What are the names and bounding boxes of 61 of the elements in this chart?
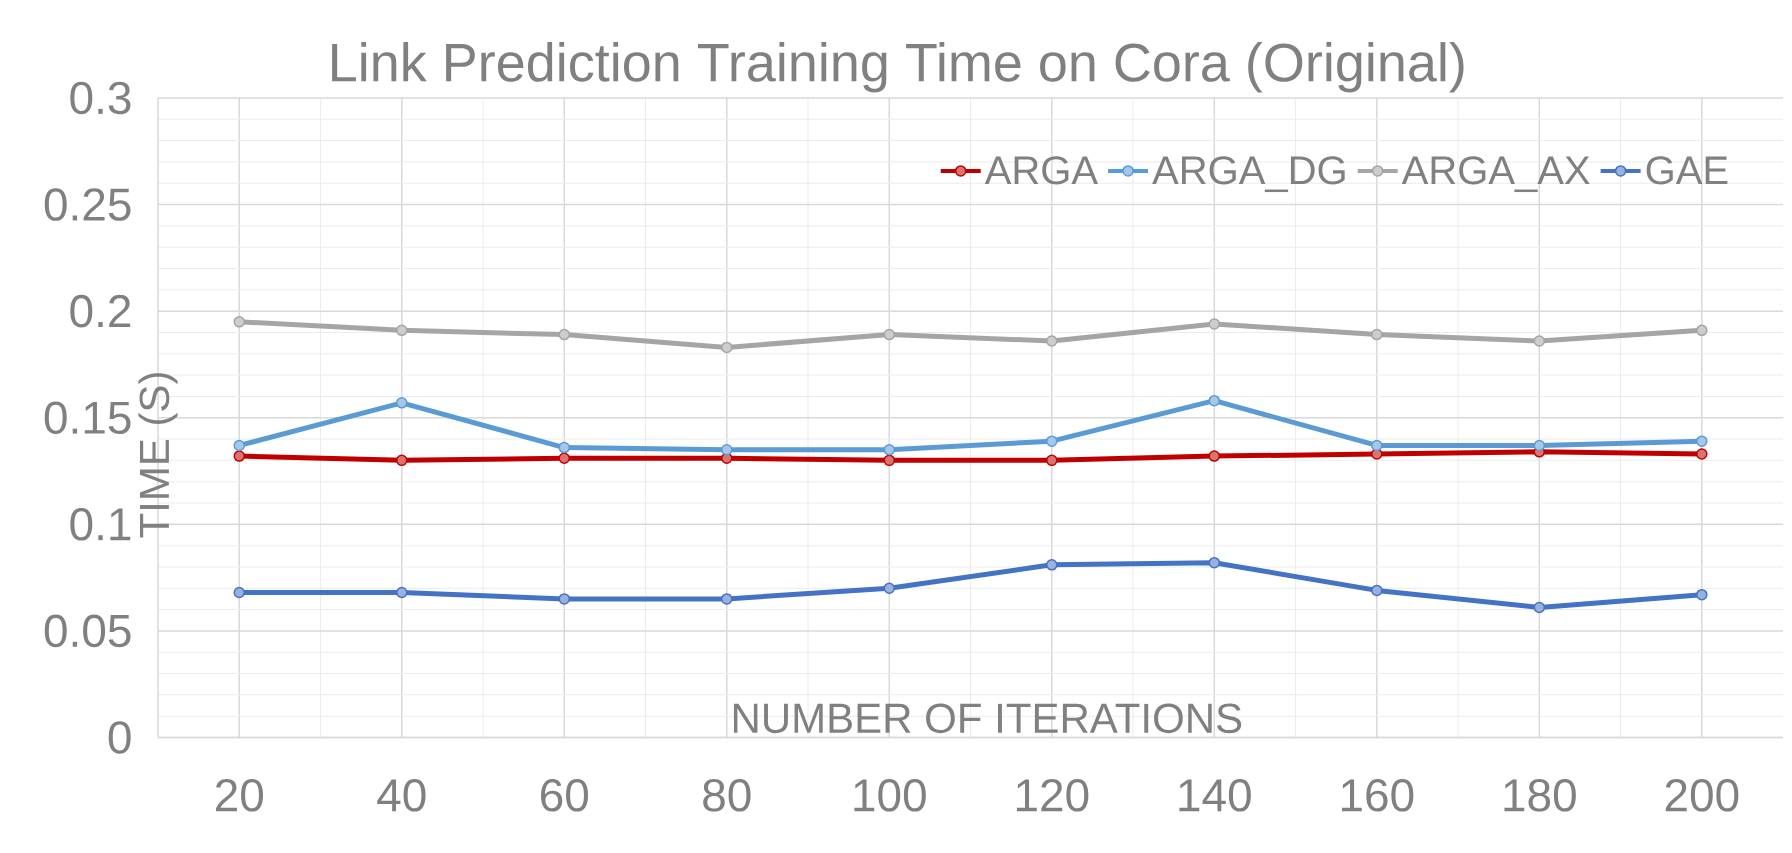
point <box>1371 439 1383 452</box>
x-tick-label: 80 <box>703 779 751 812</box>
point <box>558 593 571 605</box>
point <box>233 586 246 599</box>
point <box>396 586 408 599</box>
point <box>396 324 408 337</box>
x-tick-label: 100 <box>854 779 926 812</box>
point <box>1208 556 1221 569</box>
legend-label: ARGA_DG <box>1152 156 1345 193</box>
point <box>558 452 571 464</box>
y-axis-title: TIME (S) <box>138 373 178 538</box>
chart-title: Link Prediction Training Time on Cora (Original) <box>332 42 1464 93</box>
point <box>1533 439 1546 452</box>
x-tick-label: 20 <box>216 779 264 812</box>
point <box>1696 324 1708 337</box>
point <box>883 443 896 456</box>
point <box>1208 394 1221 407</box>
point <box>396 397 408 409</box>
y-tick-label: 0.15 <box>44 401 131 435</box>
point <box>558 441 571 454</box>
point <box>1371 584 1383 597</box>
point <box>1046 454 1058 467</box>
point <box>1208 318 1221 330</box>
point <box>1533 335 1546 347</box>
y-tick-label: 0.1 <box>70 508 131 541</box>
point <box>1046 559 1058 571</box>
point <box>1371 328 1383 341</box>
legend-label: GAE <box>1646 156 1728 185</box>
point <box>883 328 896 341</box>
point <box>1533 601 1546 614</box>
point <box>883 582 896 595</box>
point <box>558 328 571 341</box>
x-tick-label: 200 <box>1665 779 1739 812</box>
x-tick-label: 160 <box>1341 779 1414 812</box>
point <box>233 439 246 452</box>
y-tick-label: 0.25 <box>44 188 131 221</box>
point <box>1046 435 1058 447</box>
point <box>1046 335 1058 347</box>
point <box>721 341 733 354</box>
point <box>396 454 408 467</box>
point <box>1696 448 1708 460</box>
x-tick-label: 60 <box>541 779 589 812</box>
y-tick-label: 0 <box>108 721 131 754</box>
legend-label: ARGA_AX <box>1401 156 1590 193</box>
point <box>1696 588 1708 601</box>
x-axis-title: NUMBER OF ITERATIONS <box>733 703 1242 734</box>
point <box>233 316 246 328</box>
x-tick-label: 120 <box>1016 779 1089 812</box>
point <box>1696 435 1708 447</box>
y-tick-label: 0.05 <box>44 614 131 648</box>
x-tick-label: 180 <box>1504 779 1576 812</box>
x-tick-label: 40 <box>377 779 426 812</box>
legend-label: ARGA <box>984 156 1098 185</box>
point <box>721 593 733 605</box>
point <box>883 454 896 467</box>
point <box>721 443 733 456</box>
x-tick-label: 140 <box>1179 779 1251 812</box>
point <box>233 450 246 462</box>
y-tick-label: 0.3 <box>70 81 131 115</box>
y-tick-label: 0.2 <box>70 294 131 328</box>
point <box>1208 450 1221 462</box>
